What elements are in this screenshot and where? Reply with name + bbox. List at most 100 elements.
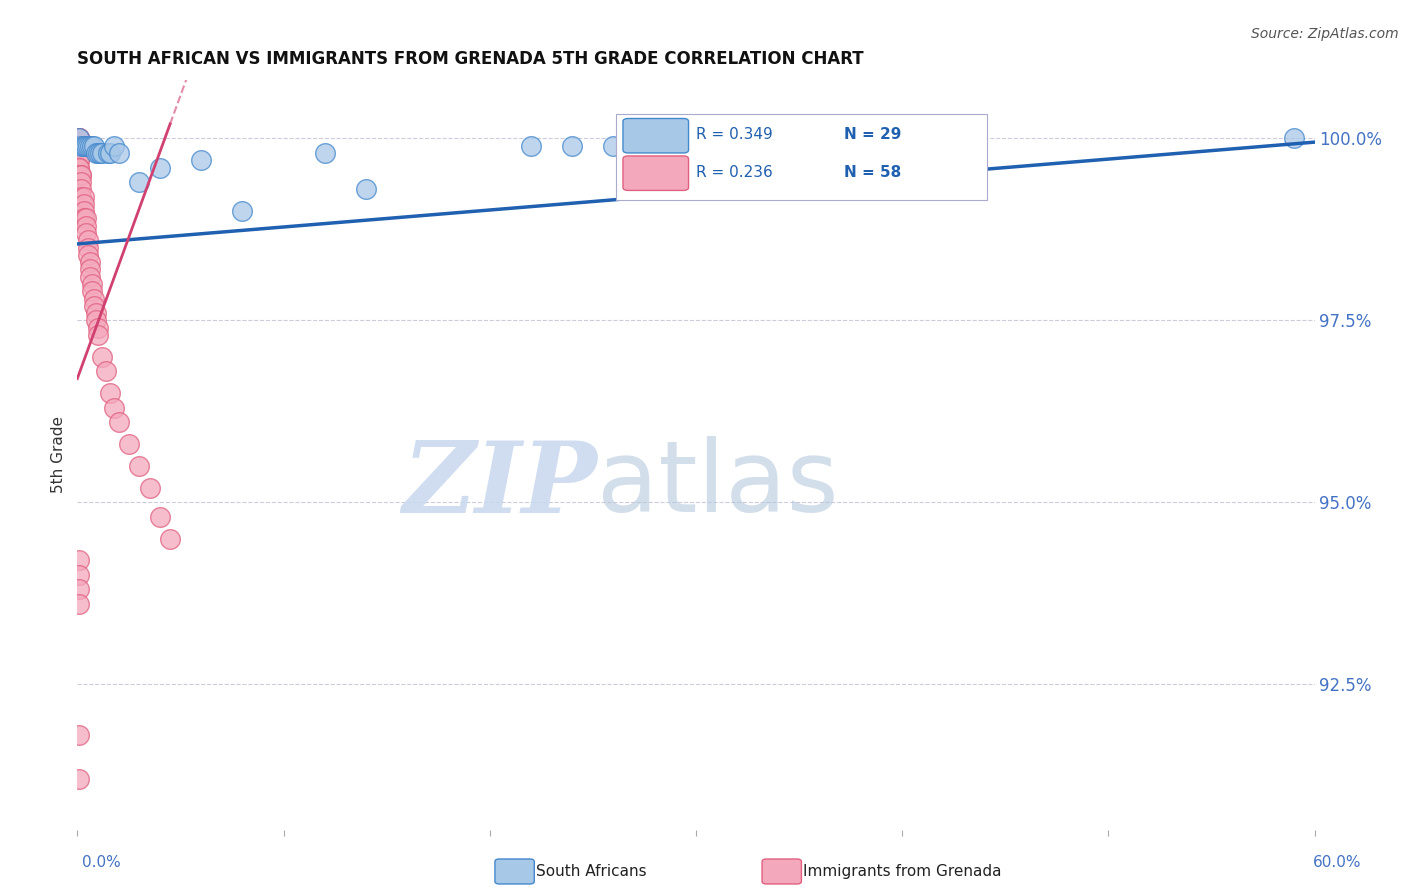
Point (72, 138, 94, 153)
Point (84, 313, 107, 327)
Point (561, 138, 583, 153)
Point (190, 153, 212, 168)
Text: N = 29: N = 29 (845, 128, 901, 143)
Point (1282, 131, 1305, 145)
Point (67, 153, 90, 168)
Point (75, 211, 97, 226)
Point (602, 138, 624, 153)
Point (67, 582, 90, 597)
Point (107, 146, 129, 161)
Point (87, 146, 110, 161)
Point (67, 161, 90, 175)
Point (76, 138, 98, 153)
Point (97, 146, 120, 161)
Point (83, 292, 105, 306)
Point (84, 146, 107, 161)
Point (128, 175, 150, 189)
Text: R = 0.349: R = 0.349 (696, 128, 773, 143)
Point (70, 189, 93, 203)
Text: Source: ZipAtlas.com: Source: ZipAtlas.com (1251, 27, 1399, 41)
Point (67, 153, 90, 168)
Text: 60.0%: 60.0% (1313, 855, 1361, 870)
Point (79, 255, 101, 269)
Point (70, 175, 93, 189)
Point (76, 241, 98, 255)
Point (75, 138, 97, 153)
Point (103, 138, 125, 153)
Point (70, 168, 93, 182)
Point (231, 204, 253, 219)
Point (84, 306, 107, 320)
Point (67, 131, 90, 145)
Point (70, 182, 93, 196)
FancyBboxPatch shape (616, 114, 987, 200)
Point (138, 481, 160, 495)
Text: atlas: atlas (598, 436, 838, 533)
Point (67, 138, 90, 153)
Point (67, 138, 90, 153)
Point (70, 138, 93, 153)
Point (67, 131, 90, 145)
Point (96, 364, 118, 378)
Point (72, 189, 94, 203)
Point (79, 269, 101, 284)
Text: N = 58: N = 58 (845, 165, 901, 180)
Point (98, 386, 121, 401)
Point (107, 415, 129, 429)
Point (98, 146, 121, 161)
Point (87, 327, 110, 342)
Point (768, 138, 790, 153)
Point (67, 568, 90, 582)
Point (75, 219, 97, 233)
Point (67, 146, 90, 161)
Point (67, 146, 90, 161)
Point (70, 168, 93, 182)
Point (103, 401, 125, 415)
Point (67, 138, 90, 153)
Point (314, 146, 336, 161)
Text: 0.0%: 0.0% (82, 855, 121, 870)
Point (67, 146, 90, 161)
Point (76, 233, 98, 247)
Point (91, 350, 114, 364)
Point (87, 320, 110, 334)
Point (79, 138, 101, 153)
Point (83, 299, 105, 313)
Point (67, 168, 90, 182)
Point (159, 532, 181, 546)
Point (67, 131, 90, 145)
Text: Immigrants from Grenada: Immigrants from Grenada (803, 864, 1001, 879)
Point (67, 131, 90, 145)
Point (72, 138, 94, 153)
Point (67, 553, 90, 567)
Point (67, 597, 90, 611)
Y-axis label: 5th Grade: 5th Grade (51, 417, 66, 493)
Point (89, 146, 111, 161)
Text: SOUTH AFRICAN VS IMMIGRANTS FROM GRENADA 5TH GRADE CORRELATION CHART: SOUTH AFRICAN VS IMMIGRANTS FROM GRENADA… (77, 50, 863, 68)
Point (67, 772, 90, 786)
Point (83, 138, 105, 153)
Point (75, 226, 97, 240)
Point (520, 138, 543, 153)
Point (72, 204, 94, 219)
Point (80, 138, 103, 153)
Point (67, 161, 90, 175)
Point (67, 131, 90, 145)
Point (79, 262, 101, 277)
Point (149, 509, 172, 524)
Point (67, 138, 90, 153)
Point (118, 437, 141, 451)
Text: R = 0.236: R = 0.236 (696, 165, 773, 180)
Point (91, 146, 114, 161)
Point (354, 182, 377, 196)
Point (67, 728, 90, 742)
Text: South Africans: South Africans (536, 864, 647, 879)
Point (72, 197, 94, 211)
Point (149, 161, 172, 175)
FancyBboxPatch shape (623, 119, 689, 153)
Point (128, 458, 150, 473)
Point (664, 138, 686, 153)
Point (72, 211, 94, 226)
FancyBboxPatch shape (623, 156, 689, 190)
Point (76, 248, 98, 262)
